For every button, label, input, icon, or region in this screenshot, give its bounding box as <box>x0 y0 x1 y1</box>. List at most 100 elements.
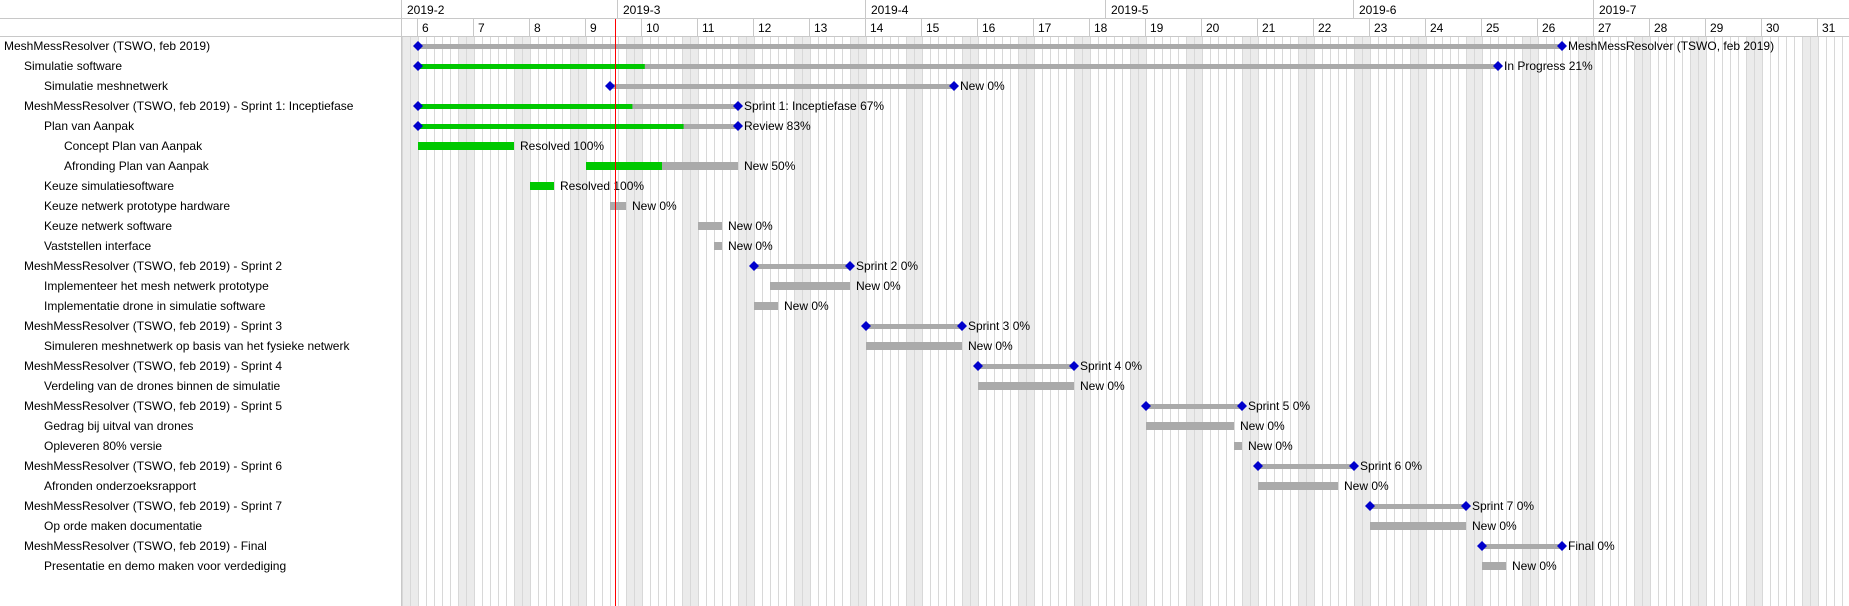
task-name: Presentatie en demo maken voor verdedigi… <box>44 559 286 573</box>
week-label: 18 <box>1094 21 1108 35</box>
weekend-shade <box>1074 37 1082 606</box>
week-label: 6 <box>422 21 429 35</box>
task-name: Keuze simulatiesoftware <box>44 179 174 193</box>
weekend-shade <box>738 37 746 606</box>
bar-label: New 0% <box>968 339 1013 353</box>
weekend-shade <box>1642 37 1650 606</box>
week-label: 23 <box>1374 21 1388 35</box>
task-bar <box>1234 442 1242 450</box>
weekend-shade <box>858 37 866 606</box>
bar-label: Sprint 7 0% <box>1472 499 1534 513</box>
end-milestone-icon <box>733 121 743 131</box>
task-name: MeshMessResolver (TSWO, feb 2019) - Fina… <box>24 539 267 553</box>
task-name: Afronding Plan van Aanpak <box>64 159 210 173</box>
weekend-shade <box>1586 37 1594 606</box>
week-label: 29 <box>1710 21 1724 35</box>
week-label: 8 <box>534 21 541 35</box>
end-milestone-icon <box>1069 361 1079 371</box>
task-bar <box>866 342 962 350</box>
group-progress <box>418 124 684 129</box>
group-bar <box>978 364 1074 369</box>
weekend-shade <box>1242 37 1250 606</box>
start-milestone-icon <box>1141 401 1151 411</box>
week-label: 24 <box>1430 21 1444 35</box>
start-milestone-icon <box>749 261 759 271</box>
weekend-shade <box>682 37 690 606</box>
task-name: Vaststellen interface <box>44 239 151 253</box>
start-milestone-icon <box>1253 461 1263 471</box>
weekend-shade <box>1138 37 1146 606</box>
end-milestone-icon <box>949 81 959 91</box>
end-milestone-icon <box>733 101 743 111</box>
bar-label: In Progress 21% <box>1504 59 1593 73</box>
bar-label: New 0% <box>728 219 773 233</box>
bar-label: New 0% <box>1472 519 1517 533</box>
task-name: MeshMessResolver (TSWO, feb 2019) - Spri… <box>24 459 282 473</box>
weekend-shade <box>1698 37 1706 606</box>
weekend-shade <box>906 37 914 606</box>
start-milestone-icon <box>413 41 423 51</box>
weekend-shade <box>1130 37 1138 606</box>
week-label: 20 <box>1206 21 1220 35</box>
group-bar <box>754 264 850 269</box>
end-milestone-icon <box>1493 61 1503 71</box>
month-label: 2019-5 <box>1111 3 1149 17</box>
weekend-shade <box>1250 37 1258 606</box>
month-label: 2019-4 <box>871 3 909 17</box>
week-label: 7 <box>478 21 485 35</box>
group-progress <box>418 64 645 69</box>
end-milestone-icon <box>845 261 855 271</box>
bar-label: Sprint 1: Inceptiefase 67% <box>744 99 884 113</box>
month-label: 2019-6 <box>1359 3 1397 17</box>
task-bar <box>1370 522 1466 530</box>
end-milestone-icon <box>957 321 967 331</box>
task-bar <box>714 242 722 250</box>
week-label: 12 <box>758 21 772 35</box>
task-progress <box>418 142 514 150</box>
weekend-shade <box>514 37 522 606</box>
weekend-shade <box>794 37 802 606</box>
weekend-shade <box>1810 37 1818 606</box>
group-bar <box>1482 544 1562 549</box>
weekend-shade <box>970 37 978 606</box>
task-bar <box>610 202 626 210</box>
bar-label: Sprint 6 0% <box>1360 459 1422 473</box>
bar-label: Sprint 5 0% <box>1248 399 1310 413</box>
task-progress <box>530 182 554 190</box>
task-bar <box>1146 422 1234 430</box>
bar-label: Final 0% <box>1568 539 1615 553</box>
group-bar <box>610 84 954 89</box>
weekend-shade <box>850 37 858 606</box>
weekend-shade <box>402 37 410 606</box>
weekend-shade <box>1578 37 1586 606</box>
weekend-shade <box>690 37 698 606</box>
bar-label: New 0% <box>784 299 829 313</box>
task-name: MeshMessResolver (TSWO, feb 2019) - Spri… <box>24 359 282 373</box>
task-name: MeshMessResolver (TSWO, feb 2019) - Spri… <box>24 99 354 113</box>
group-bar <box>1146 404 1242 409</box>
task-name: Simulatie software <box>24 59 122 73</box>
bar-label: Sprint 2 0% <box>856 259 918 273</box>
task-name: Verdeling van de drones binnen de simula… <box>44 379 280 393</box>
task-name: MeshMessResolver (TSWO, feb 2019) - Spri… <box>24 259 282 273</box>
weekend-shade <box>1754 37 1762 606</box>
task-name: Opleveren 80% versie <box>44 439 162 453</box>
weekend-shade <box>522 37 530 606</box>
weekend-shade <box>466 37 474 606</box>
week-label: 27 <box>1598 21 1612 35</box>
start-milestone-icon <box>973 361 983 371</box>
bar-label: Review 83% <box>744 119 811 133</box>
week-label: 9 <box>590 21 597 35</box>
task-bar <box>1482 562 1506 570</box>
task-name: Afronden onderzoeksrapport <box>44 479 197 493</box>
weekend-shade <box>1418 37 1426 606</box>
weekend-shade <box>1026 37 1034 606</box>
start-milestone-icon <box>605 81 615 91</box>
end-milestone-icon <box>1237 401 1247 411</box>
task-name: Simuleren meshnetwerk op basis van het f… <box>44 339 350 353</box>
weekend-shade <box>1530 37 1538 606</box>
start-milestone-icon <box>1477 541 1487 551</box>
task-bars: MeshMessResolver (TSWO, feb 2019) In Prog… <box>413 39 1774 573</box>
start-milestone-icon <box>413 61 423 71</box>
weekend-shade <box>1474 37 1482 606</box>
